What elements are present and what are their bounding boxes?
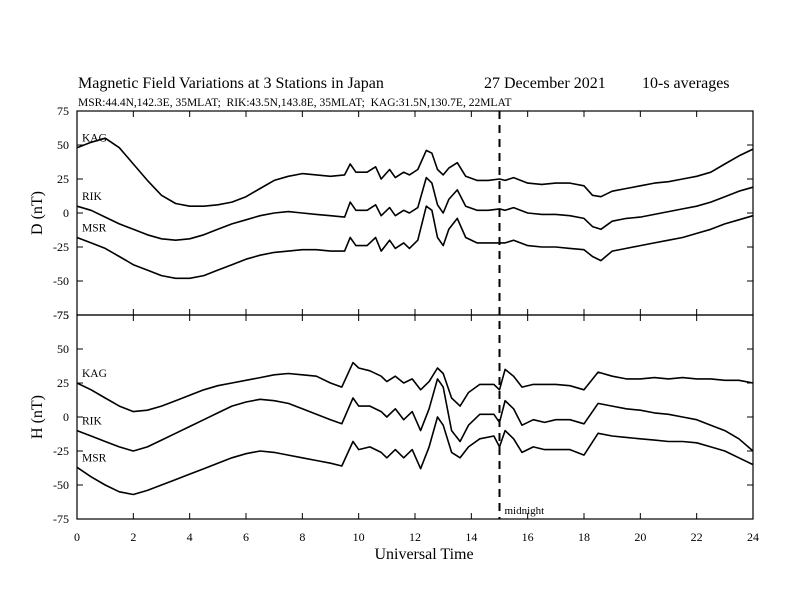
y-tick-label: -75 [53, 308, 69, 322]
y-tick-label: -50 [53, 274, 69, 288]
chart-title: Magnetic Field Variations at 3 Stations … [78, 75, 384, 92]
y-tick-label: -25 [53, 444, 69, 458]
station-label-rik: RIK [82, 191, 103, 203]
x-tick-label: 4 [187, 530, 193, 544]
station-label-msr: MSR [82, 452, 107, 464]
panel-d-ylabel: D (nT) [29, 191, 46, 235]
x-tick-label: 14 [465, 530, 477, 544]
x-tick-label: 12 [409, 530, 421, 544]
series-line-rik [76, 378, 754, 452]
chart-date: 27 December 2021 [484, 75, 606, 92]
y-tick-label: 75 [57, 104, 69, 118]
series-line-rik [76, 176, 754, 241]
midnight-label: midnight [505, 505, 545, 517]
y-tick-label: 25 [57, 376, 69, 390]
y-tick-label: 50 [57, 138, 69, 152]
chart-subtitle: MSR:44.4N,142.3E, 35MLAT; RIK:43.5N,143.… [78, 97, 512, 109]
y-tick-label: -75 [53, 512, 69, 526]
station-label-kag: KAG [82, 133, 107, 145]
x-tick-label: 10 [353, 530, 365, 544]
series-line-kag [76, 361, 754, 413]
station-label-msr: MSR [82, 222, 107, 234]
station-label-kag: KAG [82, 368, 107, 380]
x-tick-label: 22 [691, 530, 703, 544]
panel-h-ylabel: H (nT) [29, 395, 46, 439]
x-tick-label: 8 [299, 530, 305, 544]
x-tick-label: 0 [74, 530, 80, 544]
y-tick-label: 0 [63, 410, 69, 424]
y-tick-label: 75 [57, 308, 69, 322]
x-tick-label: 2 [130, 530, 136, 544]
x-axis-label: Universal Time [374, 546, 473, 563]
station-label-rik: RIK [82, 416, 103, 428]
series-line-msr [76, 205, 754, 280]
x-tick-label: 24 [747, 530, 759, 544]
panel-frame [76, 110, 754, 316]
panel-h: H (nT) 75 50 25 0 -25 -50 -75 KAG RIK MSR [29, 308, 754, 526]
x-tick-label: 6 [243, 530, 249, 544]
y-tick-label: 0 [63, 206, 69, 220]
y-tick-label: -25 [53, 240, 69, 254]
series-line-kag [76, 137, 754, 207]
panel-d: D (nT) 75 50 25 0 -25 -50 -75 KAG RIK MSR [29, 104, 754, 322]
chart-averaging: 10-s averages [642, 75, 730, 92]
y-tick-label: -50 [53, 478, 69, 492]
y-tick-label: 50 [57, 342, 69, 356]
x-tick-label: 18 [578, 530, 590, 544]
series-line-msr [76, 416, 754, 496]
x-axis: 0 2 4 6 8 10 12 14 16 18 20 22 24 [74, 530, 759, 544]
y-tick-label: 25 [57, 172, 69, 186]
x-tick-label: 16 [522, 530, 534, 544]
x-tick-label: 20 [634, 530, 646, 544]
